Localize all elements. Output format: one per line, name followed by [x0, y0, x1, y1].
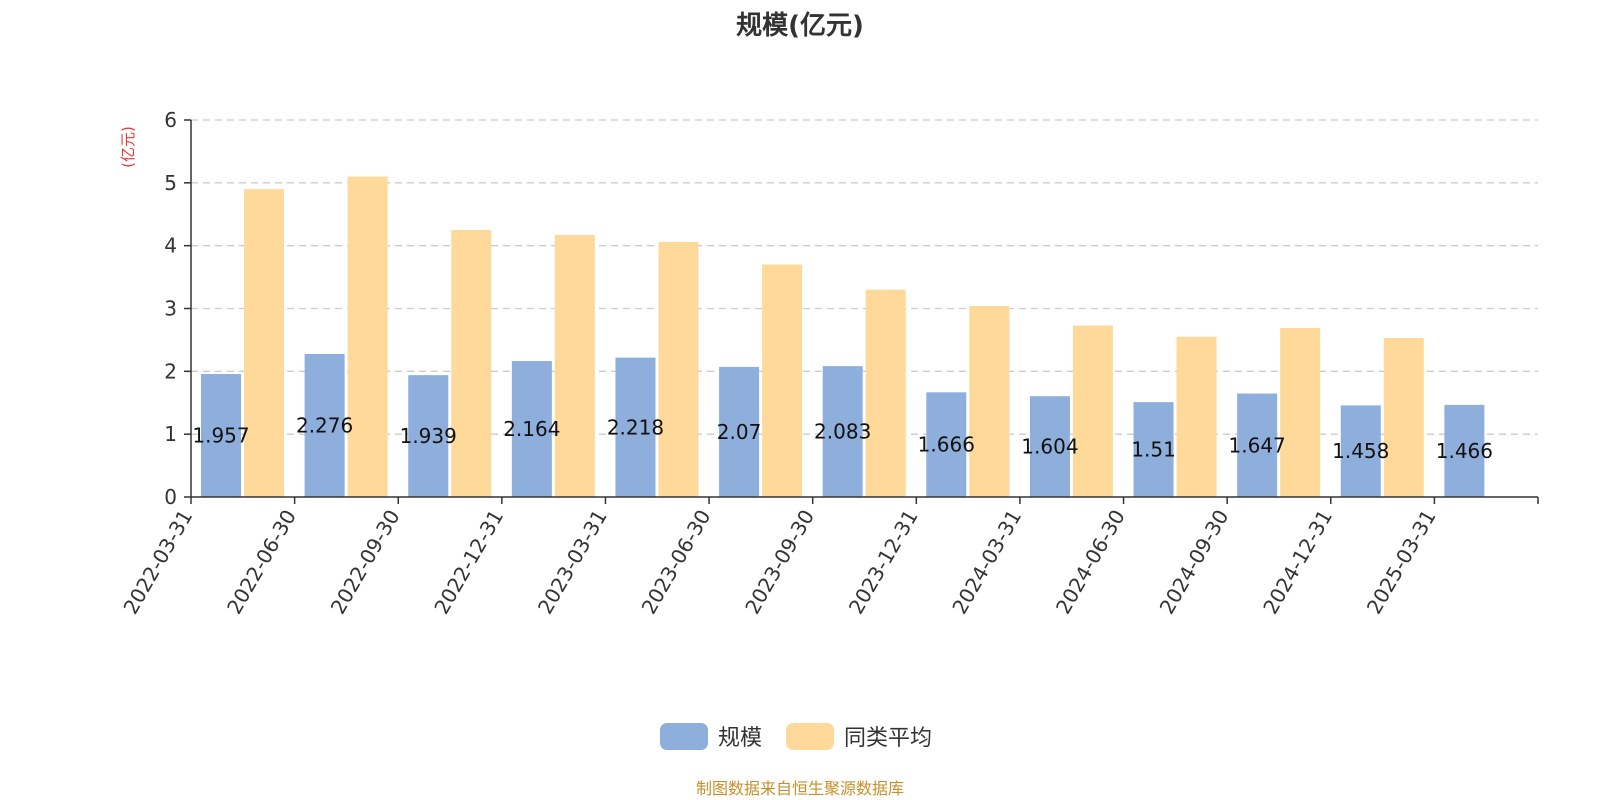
x-tick-label: 2024-09-30: [1155, 506, 1234, 619]
bar-peer-average[interactable]: [244, 189, 284, 497]
data-label-scale: 2.083: [814, 420, 871, 444]
x-tick-label: 2022-12-31: [429, 506, 508, 619]
bar-peer-average[interactable]: [451, 229, 492, 498]
x-tick-label: 2022-09-30: [326, 506, 405, 619]
x-tick-label: 2022-03-31: [118, 506, 197, 619]
bar-peer-average[interactable]: [1383, 338, 1424, 497]
gridlines: [191, 119, 1538, 435]
bars: [201, 176, 1485, 498]
y-tick-label: 0: [164, 485, 177, 509]
bar-peer-average[interactable]: [969, 305, 1010, 497]
data-label-scale: 1.939: [400, 424, 457, 448]
data-label-scale: 1.666: [918, 433, 975, 457]
data-label-scale: 2.218: [607, 415, 664, 439]
bar-scale[interactable]: [511, 361, 552, 497]
x-tick-label: 2023-03-31: [533, 506, 612, 619]
x-tick-label: 2023-06-30: [637, 506, 716, 619]
bar-peer-average[interactable]: [658, 241, 699, 497]
bar-peer-average[interactable]: [1176, 336, 1217, 497]
bar-scale[interactable]: [822, 366, 863, 497]
bar-peer-average[interactable]: [347, 176, 388, 498]
x-tick-label: 2023-09-30: [740, 506, 819, 619]
data-label-scale: 1.647: [1229, 433, 1286, 457]
y-tick-label: 6: [164, 108, 177, 132]
data-label-scale: 1.458: [1332, 439, 1389, 463]
data-label-scale: 2.276: [296, 413, 353, 437]
data-label-scale: 2.07: [717, 420, 762, 444]
bar-scale[interactable]: [1133, 402, 1174, 497]
x-tick-label: 2023-12-31: [844, 506, 923, 619]
bar-scale[interactable]: [1340, 405, 1381, 497]
data-label-scale: 1.957: [192, 424, 249, 448]
x-tick-label: 2024-12-31: [1258, 506, 1337, 619]
bar-scale[interactable]: [1029, 396, 1070, 497]
bar-scale[interactable]: [615, 357, 656, 497]
x-tick-label: 2024-06-30: [1051, 506, 1130, 619]
x-tick-label: 2024-03-31: [947, 506, 1026, 619]
bar-scale[interactable]: [201, 374, 241, 497]
x-tick-label: 2022-06-30: [222, 506, 301, 619]
data-label-scale: 2.164: [503, 417, 560, 441]
bar-peer-average[interactable]: [554, 234, 595, 498]
bar-scale[interactable]: [304, 353, 345, 497]
bar-peer-average[interactable]: [865, 289, 906, 497]
bar-scale[interactable]: [1444, 404, 1485, 497]
legend: 规模 同类平均: [660, 723, 932, 751]
bar-peer-average[interactable]: [1072, 325, 1113, 497]
y-tick-label: 2: [164, 359, 177, 383]
bar-scale[interactable]: [408, 375, 449, 497]
x-tick-label: 2025-03-31: [1362, 506, 1441, 619]
data-label-scale: 1.604: [1021, 435, 1078, 459]
bar-scale[interactable]: [719, 366, 760, 497]
data-source-note: 制图数据来自恒生聚源数据库: [696, 779, 904, 798]
bar-scale[interactable]: [926, 392, 967, 497]
legend-swatch-scale[interactable]: [660, 723, 708, 750]
bar-scale[interactable]: [1237, 393, 1278, 497]
y-tick-label: 4: [164, 234, 177, 258]
bar-peer-average[interactable]: [1280, 327, 1321, 497]
y-tick-label: 3: [164, 297, 177, 321]
chart-title: 规模(亿元): [736, 11, 864, 41]
legend-label-peer-average[interactable]: 同类平均: [844, 726, 932, 751]
data-labels: 1.957 2.276 1.939 2.164 2.218 2.07 2.083 1.666 1…: [192, 413, 1493, 463]
data-label-scale: 1.466: [1436, 439, 1493, 463]
legend-label-scale[interactable]: 规模: [718, 726, 762, 751]
y-tick-label: 5: [164, 171, 177, 195]
data-label-scale: 1.51: [1131, 438, 1176, 462]
legend-swatch-peer-average[interactable]: [786, 723, 834, 750]
y-axis-unit-label: (亿元): [119, 126, 137, 168]
bar-peer-average[interactable]: [762, 264, 803, 497]
y-tick-label: 1: [164, 422, 177, 446]
